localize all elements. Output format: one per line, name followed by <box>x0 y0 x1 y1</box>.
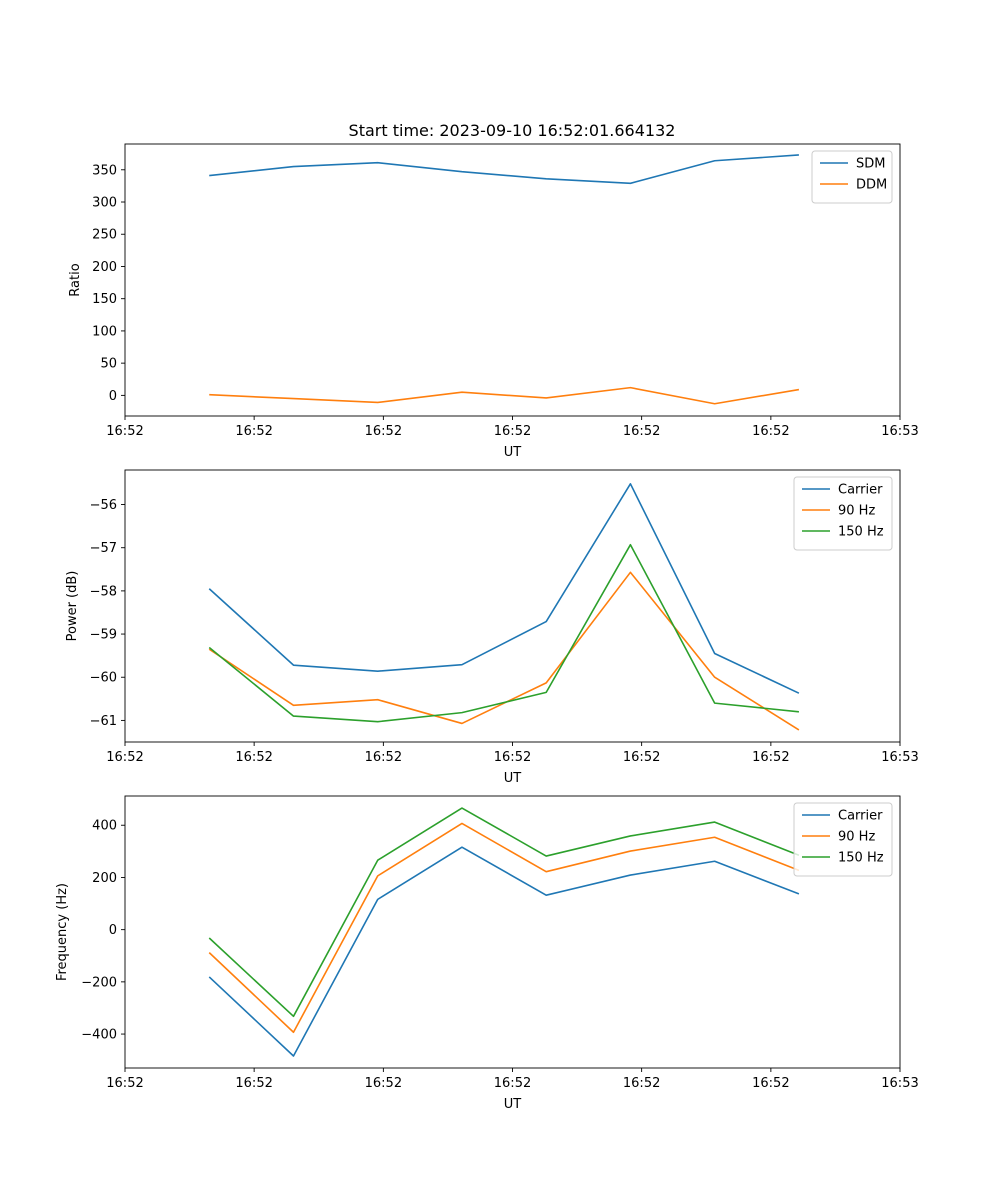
power-x-tick-label: 16:53 <box>881 750 918 765</box>
power-y-tick-label: −61 <box>90 714 117 729</box>
power-x-tick-label: 16:52 <box>623 750 660 765</box>
frequency-series-150-hz-line <box>208 807 800 1018</box>
ratio-y-tick-label: 250 <box>92 228 117 243</box>
power-x-tick-label: 16:52 <box>752 750 789 765</box>
frequency-y-tick-label: −200 <box>81 975 117 990</box>
power-y-tick-label: −57 <box>90 541 117 556</box>
frequency-legend-label-90-hz: 90 Hz <box>838 830 875 845</box>
frequency-x-tick-label: 16:52 <box>235 1076 272 1091</box>
frequency-y-axis-label: Frequency (Hz) <box>55 883 70 981</box>
panel-power: 16:52 16:52 16:52 16:52 16:52 16:52 16:53 −61 −6… <box>65 469 919 786</box>
ratio-x-tick-label: 16:53 <box>881 424 918 439</box>
frequency-x-axis-label: UT <box>504 1097 522 1112</box>
ratio-x-axis-label: UT <box>504 445 522 460</box>
frequency-y-tick-label: 200 <box>92 871 117 886</box>
panel-ratio: 16:52 16:52 16:52 16:52 16:52 16:52 16:53 0 50 10… <box>68 143 919 460</box>
ratio-y-tick-label: 150 <box>92 292 117 307</box>
frequency-x-tick-label: 16:52 <box>365 1076 402 1091</box>
ratio-legend-box <box>811 150 893 204</box>
frequency-x-tick-label: 16:52 <box>623 1076 660 1091</box>
frequency-y-tick-label: −400 <box>81 1028 117 1043</box>
power-series-carrier-line <box>208 483 800 694</box>
ratio-x-tick-label: 16:52 <box>235 424 272 439</box>
power-y-tick-label: −59 <box>90 628 117 643</box>
power-legend-label-carrier: Carrier <box>838 483 883 498</box>
ratio-y-tick-label: 0 <box>109 389 117 404</box>
frequency-y-tick-label: 400 <box>92 819 117 834</box>
power-x-tick-label: 16:52 <box>365 750 402 765</box>
power-legend-label-90-hz: 90 Hz <box>838 504 875 519</box>
ratio-legend: SDM DDM <box>811 150 893 204</box>
frequency-legend-label-carrier: Carrier <box>838 809 883 824</box>
ratio-series-ddm-line <box>209 386 800 405</box>
power-x-tick-label: 16:52 <box>235 750 272 765</box>
power-y-tick-label: −58 <box>90 584 117 599</box>
ratio-legend-label-sdm: SDM <box>856 157 885 172</box>
power-legend: Carrier 90 Hz 150 Hz <box>793 476 893 551</box>
power-x-tick-label: 16:52 <box>494 750 531 765</box>
ratio-y-tick-label: 50 <box>100 357 117 372</box>
frequency-y-tick-label: 0 <box>109 923 117 938</box>
frequency-legend: Carrier 90 Hz 150 Hz <box>793 802 893 877</box>
frequency-x-tick-label: 16:52 <box>106 1076 143 1091</box>
ratio-y-tick-label: 200 <box>92 260 117 275</box>
power-x-tick-label: 16:52 <box>106 750 143 765</box>
ratio-x-tick-label: 16:52 <box>365 424 402 439</box>
frequency-series-carrier-line <box>208 846 800 1057</box>
ratio-x-tick-label: 16:52 <box>494 424 531 439</box>
ratio-y-axis-label: Ratio <box>68 263 83 296</box>
panel-frequency: 16:52 16:52 16:52 16:52 16:52 16:52 16:53 −400 −… <box>55 795 919 1112</box>
ratio-y-tick-label: 100 <box>92 324 117 339</box>
ratio-series-sdm-line <box>209 154 799 185</box>
frequency-legend-label-150-hz: 150 Hz <box>838 851 884 866</box>
power-y-tick-label: −56 <box>90 498 117 513</box>
frequency-x-tick-label: 16:52 <box>752 1076 789 1091</box>
ratio-y-tick-label: 300 <box>92 196 117 211</box>
power-y-tick-label: −60 <box>90 671 117 686</box>
ratio-y-tick-label: 350 <box>92 163 117 178</box>
chart-title: Start time: 2023-09-10 16:52:01.664132 <box>349 121 676 140</box>
frequency-x-tick-label: 16:52 <box>494 1076 531 1091</box>
power-y-axis-label: Power (dB) <box>65 571 80 642</box>
power-series-150-hz-line <box>208 543 799 723</box>
ratio-x-tick-label: 16:52 <box>106 424 143 439</box>
ratio-legend-label-ddm: DDM <box>856 178 887 193</box>
frequency-x-tick-label: 16:53 <box>881 1076 918 1091</box>
frequency-series-90-hz-line <box>208 822 800 1034</box>
ratio-x-tick-label: 16:52 <box>752 424 789 439</box>
power-legend-label-150-hz: 150 Hz <box>838 525 884 540</box>
power-x-axis-label: UT <box>504 771 522 786</box>
ratio-x-tick-label: 16:52 <box>623 424 660 439</box>
